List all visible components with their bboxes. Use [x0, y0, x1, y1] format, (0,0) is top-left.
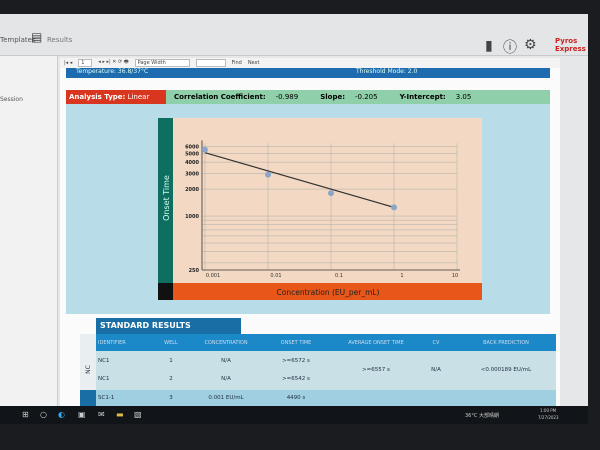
intercept-label: Y-Intercept:: [399, 93, 446, 101]
data-point: [265, 171, 271, 178]
x-axis-title: Concentration (EU_per_mL): [277, 288, 380, 297]
col-concentration: CONCENTRATION: [204, 339, 248, 346]
cell-identifier: SC1-1: [98, 395, 115, 401]
y-tick-label: 1000: [185, 214, 199, 220]
fit-line: [204, 152, 395, 208]
clock-date[interactable]: 7/27/2023: [538, 415, 559, 420]
cell-well: 3: [169, 395, 173, 401]
cell-concentration: 0.001 EU/mL: [208, 395, 244, 401]
intercept-value: 3.05: [455, 93, 472, 101]
group-label: NC: [84, 365, 92, 374]
app-header: Templates ▤ Results ▮ ⓘ ⚙ Pyros Express: [0, 14, 588, 56]
data-point: [391, 204, 397, 211]
next-link[interactable]: Next: [247, 60, 260, 66]
first-page-icon[interactable]: |◂ ◂: [64, 60, 73, 66]
cell-back-prediction: <0.000189 EU/mL: [480, 367, 532, 373]
col-onset: ONSET TIME: [280, 339, 312, 346]
cell-cv: N/A: [431, 367, 441, 373]
results-icon[interactable]: ▤: [31, 30, 43, 44]
cell-onset: >=6572 s: [282, 358, 310, 364]
table-row[interactable]: SC1-1 3 0.001 EU/mL 4490 s: [96, 390, 556, 406]
x-tick-label: 0.001: [206, 273, 220, 279]
threshold-mode: Threshold Mode: 2.0: [356, 68, 418, 75]
regression-stats: Correlation Coefficient: -0.989 Slope: -0.…: [166, 90, 550, 104]
zoom-select[interactable]: Page Width: [134, 59, 190, 67]
tab-templates[interactable]: Templates: [0, 36, 36, 44]
pyros-app-icon[interactable]: ▧: [134, 410, 142, 419]
col-identifier: IDENTIFIER: [98, 339, 126, 346]
col-well: WELL: [164, 339, 178, 346]
report-toolbar: |◂ ◂ 1 ◂ ▸ ▸| ✕ ⟳ 🖶 Page Width Find Next: [60, 58, 560, 68]
table-header-row: IDENTIFIER WELL CONCENTRATION ONSET TIME…: [96, 334, 556, 351]
search-icon[interactable]: ○: [40, 410, 47, 419]
analysis-type: Analysis Type: Linear: [66, 90, 166, 104]
merged-cells: >=6557 s N/A <0.000189 EU/mL: [96, 363, 556, 377]
sidebar-item-session[interactable]: Session: [0, 96, 23, 103]
slope-label: Slope:: [320, 93, 346, 101]
table-row[interactable]: NC1 1 N/A >=6572 s: [96, 354, 556, 368]
x-tick-label: 0.1: [335, 273, 343, 279]
y-tick-label: 5000: [185, 151, 199, 157]
clock-time[interactable]: 1:00 PM: [540, 408, 557, 413]
cell-onset: >=6542 s: [282, 376, 310, 382]
find-input[interactable]: [195, 59, 226, 67]
corr-value: -0.989: [275, 93, 299, 101]
corner-block: [158, 283, 173, 300]
y-tick-label: 4000: [185, 160, 199, 166]
cell-identifier: NC1: [98, 376, 110, 382]
corr-label: Correlation Coefficient:: [174, 93, 266, 101]
find-link[interactable]: Find: [231, 60, 242, 66]
analysis-type-label: Analysis Type:: [69, 93, 126, 101]
cell-well: 1: [169, 358, 173, 364]
mail-icon[interactable]: ✉: [98, 410, 105, 419]
weather[interactable]: 36°C 大部晴朗: [465, 413, 499, 419]
nav-icons[interactable]: ◂ ▸ ▸| ✕ ⟳ 🖶: [98, 59, 129, 65]
analysis-type-value: Linear: [127, 93, 150, 101]
taskbar: ⊞ ○ ◐ ▣ ✉ ▬ ▧ 36°C 大部晴朗 1:00 PM 7/27/202…: [0, 406, 588, 424]
table-title: STANDARD RESULTS: [96, 318, 241, 334]
x-tick-label: 10: [452, 273, 458, 279]
y-tick-label: 250: [189, 268, 200, 274]
tab-results[interactable]: Results: [47, 36, 73, 44]
cell-avg-onset: >=6557 s: [362, 367, 390, 373]
x-axis-band: [158, 283, 482, 300]
cell-well: 2: [169, 376, 173, 382]
folder-icon[interactable]: ▬: [116, 410, 124, 419]
cell-concentration: N/A: [221, 358, 231, 364]
col-avg-onset: AVERAGE ONSET TIME: [348, 339, 404, 346]
temperature: Temperature: 36.8/37°C: [76, 68, 149, 75]
cell-onset: 4490 s: [286, 395, 306, 401]
brand-logo: Pyros Express: [555, 37, 586, 53]
x-tick-label: 0.01: [270, 273, 281, 279]
data-point: [202, 146, 208, 153]
edge-icon[interactable]: ◐: [58, 410, 65, 419]
slope-value: -0.205: [355, 93, 378, 101]
page-input[interactable]: 1: [78, 59, 93, 67]
sidebar: Session: [0, 56, 58, 406]
help-icon[interactable]: ⓘ: [503, 40, 517, 56]
y-tick-label: 3000: [185, 171, 199, 177]
col-back-prediction: BACK PREDICTION: [483, 339, 529, 346]
data-point: [328, 190, 334, 197]
table-row[interactable]: NC1 2 N/A >=6542 s: [96, 372, 556, 386]
screen: Templates ▤ Results ▮ ⓘ ⚙ Pyros Express …: [0, 14, 588, 406]
y-axis-band: [158, 118, 173, 300]
gear-icon[interactable]: ⚙: [524, 37, 537, 53]
cell-identifier: NC1: [98, 358, 110, 364]
y-axis-title: Onset Time: [162, 175, 171, 221]
store-icon[interactable]: ▣: [78, 410, 86, 419]
y-tick-label: 2000: [185, 187, 199, 193]
header-bar: Temperature: 36.8/37°C Threshold Mode: 2…: [66, 68, 550, 78]
x-tick-label: 1: [400, 273, 403, 279]
start-button[interactable]: ⊞: [22, 410, 29, 419]
y-tick-label: 6000: [185, 144, 199, 150]
standard-curve-chart: Onset Time Concentration (EU_per_mL) 0.0…: [158, 118, 482, 300]
col-cv: CV: [432, 339, 440, 346]
cell-concentration: N/A: [221, 376, 231, 382]
calculator-icon[interactable]: ▮: [485, 38, 493, 54]
